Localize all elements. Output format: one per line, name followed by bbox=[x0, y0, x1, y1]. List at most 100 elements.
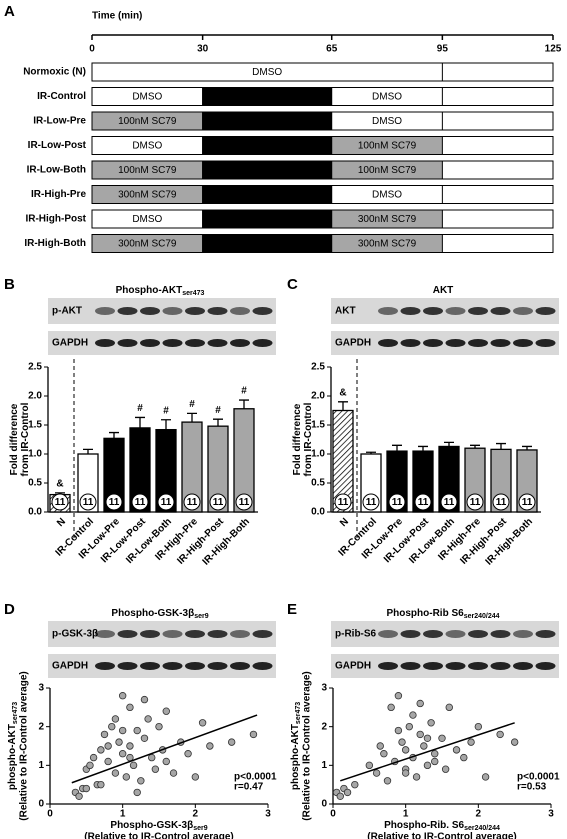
segment-label: 300nM SC79 bbox=[118, 239, 177, 250]
title-sub: ser9 bbox=[194, 613, 209, 620]
point bbox=[405, 722, 413, 731]
segment-label: Ischemia bbox=[247, 141, 287, 152]
n-badge bbox=[414, 493, 432, 511]
blot-band bbox=[423, 630, 443, 638]
point bbox=[133, 788, 141, 797]
blot-band bbox=[140, 630, 160, 638]
blot-band bbox=[207, 630, 228, 638]
n-badge bbox=[334, 493, 352, 511]
point bbox=[336, 792, 344, 800]
point bbox=[111, 715, 120, 723]
blot-band bbox=[400, 339, 421, 347]
point bbox=[416, 730, 424, 739]
blot-band bbox=[423, 662, 443, 670]
label-main: phospho-AKT bbox=[7, 724, 18, 790]
point bbox=[140, 734, 149, 742]
annotation: # bbox=[215, 405, 221, 416]
panel-title: Phospho-AKTser473 bbox=[116, 285, 205, 297]
point bbox=[383, 777, 392, 785]
point bbox=[97, 780, 105, 789]
n-label: 11 bbox=[239, 497, 250, 508]
point bbox=[401, 769, 410, 777]
blot-band bbox=[445, 307, 466, 315]
blot-band bbox=[162, 339, 183, 347]
point bbox=[206, 742, 214, 750]
n-label: 11 bbox=[109, 497, 120, 508]
title-sub: ser473 bbox=[182, 290, 204, 297]
blot-band bbox=[400, 662, 421, 670]
segment-label: Ischemia bbox=[247, 165, 287, 176]
y-tick-label: 1.0 bbox=[28, 449, 42, 460]
x-axis-label: (Relative to IR-Control average) bbox=[84, 832, 233, 839]
blot-band bbox=[445, 662, 466, 670]
y-axis-label-line: from IR-Control bbox=[303, 402, 314, 476]
blot-band bbox=[445, 339, 466, 347]
y-axis-label: phospho-AKTser473 bbox=[7, 702, 19, 790]
point bbox=[191, 773, 200, 781]
blot-band bbox=[490, 339, 511, 347]
y-axis-label: (Relative to IR-Control average) bbox=[302, 671, 313, 820]
segment-label: 300nM SC79 bbox=[358, 214, 417, 225]
point bbox=[108, 722, 116, 731]
blot-band bbox=[162, 307, 183, 315]
n-badge bbox=[79, 493, 97, 511]
x-tick-label: 1 bbox=[120, 809, 126, 820]
n-label: 11 bbox=[161, 497, 172, 508]
blot-band bbox=[185, 339, 205, 347]
point bbox=[481, 773, 490, 781]
point bbox=[140, 695, 149, 704]
y-tick-label: 1.0 bbox=[311, 449, 325, 460]
point bbox=[249, 730, 258, 739]
n-label: 11 bbox=[444, 497, 455, 508]
error-bar bbox=[470, 444, 480, 449]
point bbox=[474, 722, 483, 731]
point bbox=[343, 788, 352, 797]
blot-band bbox=[117, 662, 138, 670]
blot-band bbox=[535, 662, 556, 670]
panel-label: A bbox=[4, 3, 15, 20]
label-main: phospho-AKT bbox=[290, 724, 301, 790]
point bbox=[365, 761, 374, 770]
blot-band bbox=[513, 630, 533, 638]
point bbox=[137, 777, 145, 785]
tick-label: 95 bbox=[437, 44, 449, 55]
label-sub: ser473 bbox=[12, 702, 19, 724]
panel-label: D bbox=[4, 601, 15, 618]
segment-label: DMSO bbox=[132, 141, 162, 152]
blot-band bbox=[207, 307, 228, 315]
blot-band bbox=[378, 662, 398, 670]
annotation: # bbox=[241, 386, 247, 397]
blot-label: p-AKT bbox=[52, 306, 82, 317]
blot-band bbox=[230, 339, 250, 347]
n-label: 11 bbox=[366, 497, 377, 508]
annotation: & bbox=[339, 387, 346, 398]
stat: r=0.53 bbox=[517, 782, 547, 793]
n-badge bbox=[105, 493, 123, 511]
tick-label: 125 bbox=[545, 44, 562, 55]
blot-band bbox=[140, 662, 160, 670]
label-main: Phospho-GSK-3β bbox=[110, 820, 193, 831]
blot-band bbox=[207, 662, 228, 670]
y-tick-label: 0.5 bbox=[311, 478, 325, 489]
point bbox=[351, 780, 359, 789]
y-tick-label: 2 bbox=[38, 721, 44, 732]
segment-label: DMSO bbox=[252, 67, 282, 78]
n-badge bbox=[362, 493, 380, 511]
error-bar bbox=[444, 441, 454, 447]
point bbox=[394, 726, 403, 735]
blot-band bbox=[252, 662, 273, 670]
blot-band bbox=[378, 339, 398, 347]
segment-label: 100nM SC79 bbox=[358, 141, 417, 152]
blot-band bbox=[468, 662, 488, 670]
blot-label: GAPDH bbox=[335, 661, 371, 672]
panel-label: C bbox=[287, 276, 298, 293]
segment-label: DMSO bbox=[132, 92, 162, 103]
x-tick-label: 0 bbox=[47, 809, 53, 820]
y-axis-label: phospho-AKTser473 bbox=[290, 702, 302, 790]
panel-label: B bbox=[4, 276, 15, 293]
point bbox=[380, 750, 388, 758]
point bbox=[372, 769, 381, 777]
segment-label: Ischemia bbox=[247, 92, 287, 103]
title-main: Phospho-AKT bbox=[116, 285, 183, 296]
point bbox=[184, 750, 192, 758]
